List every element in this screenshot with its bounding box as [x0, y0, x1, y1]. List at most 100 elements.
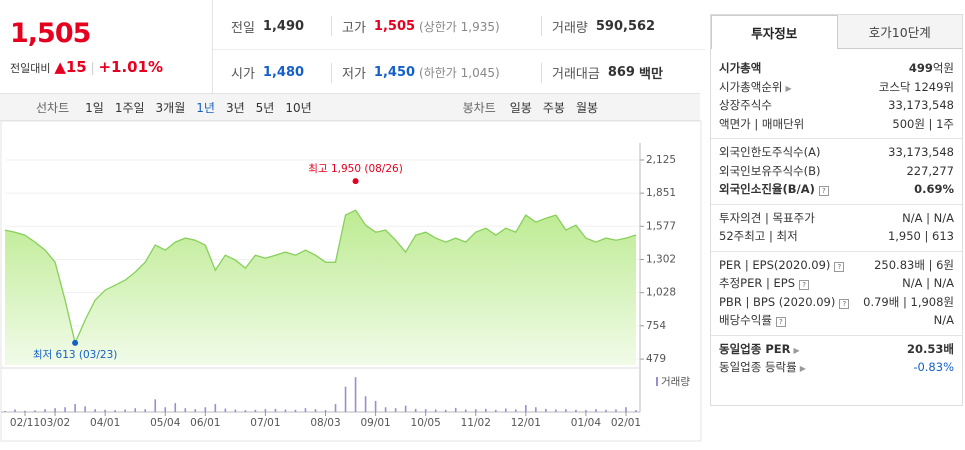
quote-cell: 거래량 590,562 — [541, 16, 655, 36]
row-label-wrap: 상장주식수 — [719, 97, 772, 113]
volume-bar — [474, 409, 477, 412]
change-arrow: ▲ — [54, 58, 66, 76]
panel-section: 시가총액 499억원 시가총액순위 ▶ 코스닥 1249위 상장주식수 33,173,548… — [711, 49, 962, 139]
row-label-wrap: 투자의견 | 목표주가 — [719, 210, 815, 226]
quote-unit: 백만 — [638, 67, 663, 82]
row-value-wrap: -0.83% — [913, 360, 954, 374]
x-tick-label: 12/01 — [511, 417, 541, 429]
period-tab[interactable]: 3년 — [225, 100, 245, 115]
period-tab[interactable]: 1일 — [85, 100, 104, 115]
volume-bar — [144, 409, 147, 412]
tab-group-label: 선차트 — [36, 100, 70, 115]
low-label: 최저 613 (03/23) — [33, 349, 118, 361]
candle-tab[interactable]: 일봉 — [509, 100, 532, 115]
panel-tabs: 투자정보 호가10단계 — [711, 15, 962, 49]
row-value-wrap: 20.53배 — [907, 341, 954, 357]
help-icon: ? — [839, 298, 850, 309]
tab-group-label: 봉차트 — [462, 100, 496, 115]
volume-bar — [4, 411, 6, 412]
row-label: 시가총액 — [719, 61, 762, 76]
row-label: 액면가 | 매매단위 — [719, 116, 805, 131]
y-tick-label: 1,302 — [646, 254, 676, 266]
row-value: N/A — [933, 313, 954, 328]
volume-bar — [394, 408, 397, 412]
volume-bar — [114, 410, 116, 412]
row-label: 동일업종 등락률 — [719, 360, 797, 375]
x-tick-label: 04/01 — [90, 417, 120, 429]
quote-label: 거래대금 — [552, 67, 600, 82]
volume-bar — [454, 407, 457, 412]
x-tick-label: 05/04 — [150, 417, 181, 429]
row-value: 227,277 — [906, 163, 954, 178]
period-tab[interactable]: 1주일 — [114, 100, 145, 115]
quote-row: 전일 1,490 고가 1,505 (상한가 1,935) 거래량 590,562 — [213, 3, 705, 49]
volume-bar — [244, 410, 247, 412]
row-value: 1,950 | 613 — [887, 229, 954, 244]
row-value-wrap: 499억원 — [909, 60, 954, 76]
row-label: 투자의견 | 목표주가 — [719, 210, 815, 225]
volume-bar — [14, 409, 16, 412]
row-label: PER | EPS(2020.09) — [719, 257, 831, 272]
row-label-wrap: 외국인소진율(B/A)? — [719, 181, 829, 197]
candle-tab[interactable]: 주봉 — [542, 100, 565, 115]
volume-bar — [565, 409, 567, 412]
candle-tab[interactable]: 월봉 — [575, 100, 599, 115]
volume-bar — [124, 409, 126, 412]
panel-section: 투자의견 | 목표주가 N/A | N/A 52주최고 | 최저 1,950 | 61… — [711, 205, 962, 252]
volume-bar — [154, 399, 157, 412]
row-label-wrap: 시가총액 — [719, 60, 761, 76]
panel-tab[interactable]: 투자정보 — [711, 15, 838, 49]
volume-bar — [274, 408, 277, 412]
volume-bar — [294, 409, 297, 412]
low-marker — [72, 339, 79, 346]
quote-row: 시가 1,480 저가 1,450 (하한가 1,045) 거래대금 869 백만 — [213, 49, 705, 95]
row-label-wrap: 배당수익률? — [719, 312, 786, 328]
price-area — [5, 210, 636, 365]
volume-bar — [34, 410, 36, 412]
volume-bar — [464, 409, 467, 412]
panel-row: 동일업종 등락률 ▶ -0.83% — [719, 358, 954, 377]
row-value: 33,173,548 — [888, 145, 954, 160]
quote-label: 거래량 — [552, 20, 588, 36]
volume-bar — [444, 409, 447, 412]
volume-bar — [504, 408, 507, 412]
volume-bar — [384, 407, 387, 412]
panel-tab[interactable]: 호가10단계 — [837, 15, 962, 49]
panel-row: 투자의견 | 목표주가 N/A | N/A — [719, 209, 954, 228]
row-value: 500원 | 1주 — [892, 116, 954, 131]
panel-section: PER | EPS(2020.09)? 250.83배 | 6원 추정PER | E… — [711, 252, 962, 336]
quote-label: 저가 — [342, 67, 366, 82]
help-icon: ? — [799, 280, 810, 291]
volume-bar — [595, 409, 597, 412]
volume-bar — [134, 408, 137, 412]
volume-bar — [364, 396, 367, 412]
period-tab[interactable]: 10년 — [285, 100, 312, 115]
row-label: 상장주식수 — [719, 98, 772, 113]
period-tab[interactable]: 5년 — [255, 100, 275, 115]
quote-cell: 시가 1,480 — [231, 63, 304, 83]
row-value-wrap: 33,173,548 — [888, 98, 954, 112]
quote-cell: 고가 1,505 (상한가 1,935) — [331, 16, 500, 36]
x-tick-label: 09/01 — [360, 417, 390, 429]
row-value-wrap: 227,277 — [906, 164, 954, 178]
panel-row: 동일업종 PER ▶ 20.53배 — [719, 340, 954, 359]
period-tab[interactable]: 3개월 — [155, 100, 186, 115]
panel-row: 외국인한도주식수(A) 33,173,548 — [719, 143, 954, 162]
help-icon: ? — [818, 186, 829, 197]
volume-bar — [174, 403, 177, 412]
row-value: 0.79배 | 1,908원 — [863, 294, 954, 309]
volume-bar — [555, 409, 557, 412]
quote-value: 1,505 — [373, 18, 416, 34]
period-tab[interactable]: 1년 — [196, 100, 215, 115]
summary: 1,505 전일대비 ▲15 | +1.01% — [0, 0, 213, 93]
volume-bar — [575, 409, 577, 412]
x-tick-label: 01/04 — [571, 417, 602, 429]
volume-bar — [545, 408, 547, 412]
row-label: PBR | BPS (2020.09) — [719, 294, 836, 309]
volume-bar — [605, 409, 607, 412]
volume-bar — [324, 410, 327, 412]
help-icon: ? — [775, 317, 786, 328]
arrow-icon: ▶ — [799, 364, 806, 374]
volume-bar — [24, 410, 26, 412]
